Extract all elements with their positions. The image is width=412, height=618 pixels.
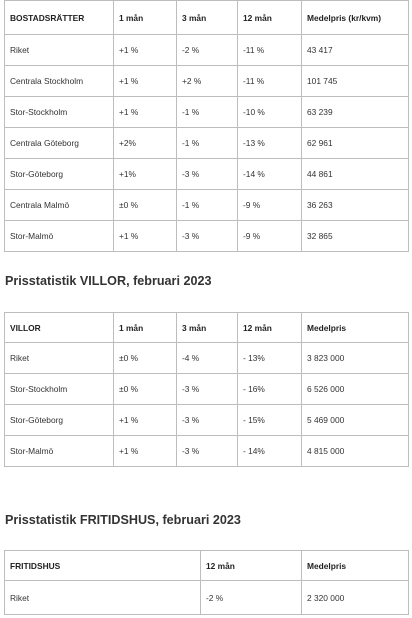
table-cell: 6 526 000 <box>301 373 409 405</box>
column-header: Medelpris (kr/kvm) <box>301 0 409 35</box>
table-cell: -13 % <box>237 127 302 159</box>
table-cell: -3 % <box>176 220 238 252</box>
table-cell: -14 % <box>237 158 302 190</box>
table-cell: +2 % <box>176 65 238 97</box>
table-cell: -3 % <box>176 158 238 190</box>
table-row: Centrala Stockholm +1 % +2 % -11 % 101 7… <box>4 65 409 97</box>
table-header-row: FRITIDSHUS 12 mån Medelpris <box>4 550 409 581</box>
table-cell: 3 823 000 <box>301 342 409 374</box>
table-row: Stor-Malmö +1 % -3 % - 14% 4 815 000 <box>4 435 409 467</box>
fritidshus-heading: Prisstatistik FRITIDSHUS, februari 2023 <box>5 513 241 527</box>
table-cell: -10 % <box>237 96 302 128</box>
column-header: FRITIDSHUS <box>4 550 201 581</box>
table-row: Centrala Malmö ±0 % -1 % -9 % 36 263 <box>4 189 409 221</box>
table-row: Riket -2 % 2 320 000 <box>4 580 409 615</box>
table-cell: Riket <box>4 580 201 615</box>
table-cell: Riket <box>4 342 114 374</box>
column-header: 1 mån <box>113 0 177 35</box>
column-header: BOSTADSRÄTTER <box>4 0 114 35</box>
table-cell: +1 % <box>113 404 177 436</box>
table-cell: ±0 % <box>113 189 177 221</box>
column-header: VILLOR <box>4 312 114 343</box>
table-cell: Stor-Stockholm <box>4 373 114 405</box>
table-cell: 2 320 000 <box>301 580 409 615</box>
table-cell: Stor-Göteborg <box>4 404 114 436</box>
table-cell: Stor-Göteborg <box>4 158 114 190</box>
column-header: 3 mån <box>176 0 238 35</box>
table-cell: Centrala Göteborg <box>4 127 114 159</box>
column-header: 1 mån <box>113 312 177 343</box>
table-header-row: VILLOR 1 mån 3 mån 12 mån Medelpris <box>4 312 409 343</box>
table-row: Stor-Göteborg +1 % -3 % - 15% 5 469 000 <box>4 404 409 436</box>
table-cell: +1 % <box>113 65 177 97</box>
table-cell: 44 861 <box>301 158 409 190</box>
table-cell: 36 263 <box>301 189 409 221</box>
table-row: Stor-Malmö +1 % -3 % -9 % 32 865 <box>4 220 409 252</box>
table-cell: -3 % <box>176 373 238 405</box>
fritidshus-table: FRITIDSHUS 12 mån Medelpris Riket -2 % 2… <box>4 550 409 615</box>
table-cell: Riket <box>4 34 114 66</box>
table-row: Centrala Göteborg +2% -1 % -13 % 62 961 <box>4 127 409 159</box>
table-row: Riket +1 % -2 % -11 % 43 417 <box>4 34 409 66</box>
table-row: Stor-Göteborg +1% -3 % -14 % 44 861 <box>4 158 409 190</box>
table-cell: 32 865 <box>301 220 409 252</box>
column-header: 12 mån <box>200 550 302 581</box>
table-cell: -11 % <box>237 34 302 66</box>
table-cell: +1 % <box>113 435 177 467</box>
table-cell: +2% <box>113 127 177 159</box>
table-cell: -4 % <box>176 342 238 374</box>
column-header: 3 mån <box>176 312 238 343</box>
table-cell: -2 % <box>200 580 302 615</box>
table-cell: 43 417 <box>301 34 409 66</box>
villor-heading: Prisstatistik VILLOR, februari 2023 <box>5 274 212 288</box>
table-cell: -11 % <box>237 65 302 97</box>
table-cell: ±0 % <box>113 373 177 405</box>
table-cell: Stor-Malmö <box>4 435 114 467</box>
table-cell: -1 % <box>176 189 238 221</box>
table-cell: 5 469 000 <box>301 404 409 436</box>
table-header-row: BOSTADSRÄTTER 1 mån 3 mån 12 mån Medelpr… <box>4 0 409 35</box>
table-cell: - 13% <box>237 342 302 374</box>
table-cell: -3 % <box>176 404 238 436</box>
table-row: Stor-Stockholm +1 % -1 % -10 % 63 239 <box>4 96 409 128</box>
table-cell: 101 745 <box>301 65 409 97</box>
column-header: 12 mån <box>237 312 302 343</box>
table-row: Riket ±0 % -4 % - 13% 3 823 000 <box>4 342 409 374</box>
table-cell: - 15% <box>237 404 302 436</box>
table-cell: -3 % <box>176 435 238 467</box>
table-cell: Stor-Malmö <box>4 220 114 252</box>
table-cell: -9 % <box>237 220 302 252</box>
villor-table: VILLOR 1 mån 3 mån 12 mån Medelpris Rike… <box>4 312 409 467</box>
table-cell: -2 % <box>176 34 238 66</box>
table-cell: -9 % <box>237 189 302 221</box>
table-cell: - 16% <box>237 373 302 405</box>
column-header: 12 mån <box>237 0 302 35</box>
table-cell: 63 239 <box>301 96 409 128</box>
bostadsratter-table: BOSTADSRÄTTER 1 mån 3 mån 12 mån Medelpr… <box>4 0 409 252</box>
column-header: Medelpris <box>301 312 409 343</box>
table-cell: - 14% <box>237 435 302 467</box>
table-cell: +1 % <box>113 96 177 128</box>
table-row: Stor-Stockholm ±0 % -3 % - 16% 6 526 000 <box>4 373 409 405</box>
table-cell: ±0 % <box>113 342 177 374</box>
table-cell: 4 815 000 <box>301 435 409 467</box>
table-cell: Centrala Stockholm <box>4 65 114 97</box>
table-cell: Centrala Malmö <box>4 189 114 221</box>
table-cell: -1 % <box>176 127 238 159</box>
table-cell: +1 % <box>113 34 177 66</box>
table-cell: -1 % <box>176 96 238 128</box>
table-cell: +1% <box>113 158 177 190</box>
table-cell: Stor-Stockholm <box>4 96 114 128</box>
table-cell: 62 961 <box>301 127 409 159</box>
table-cell: +1 % <box>113 220 177 252</box>
column-header: Medelpris <box>301 550 409 581</box>
